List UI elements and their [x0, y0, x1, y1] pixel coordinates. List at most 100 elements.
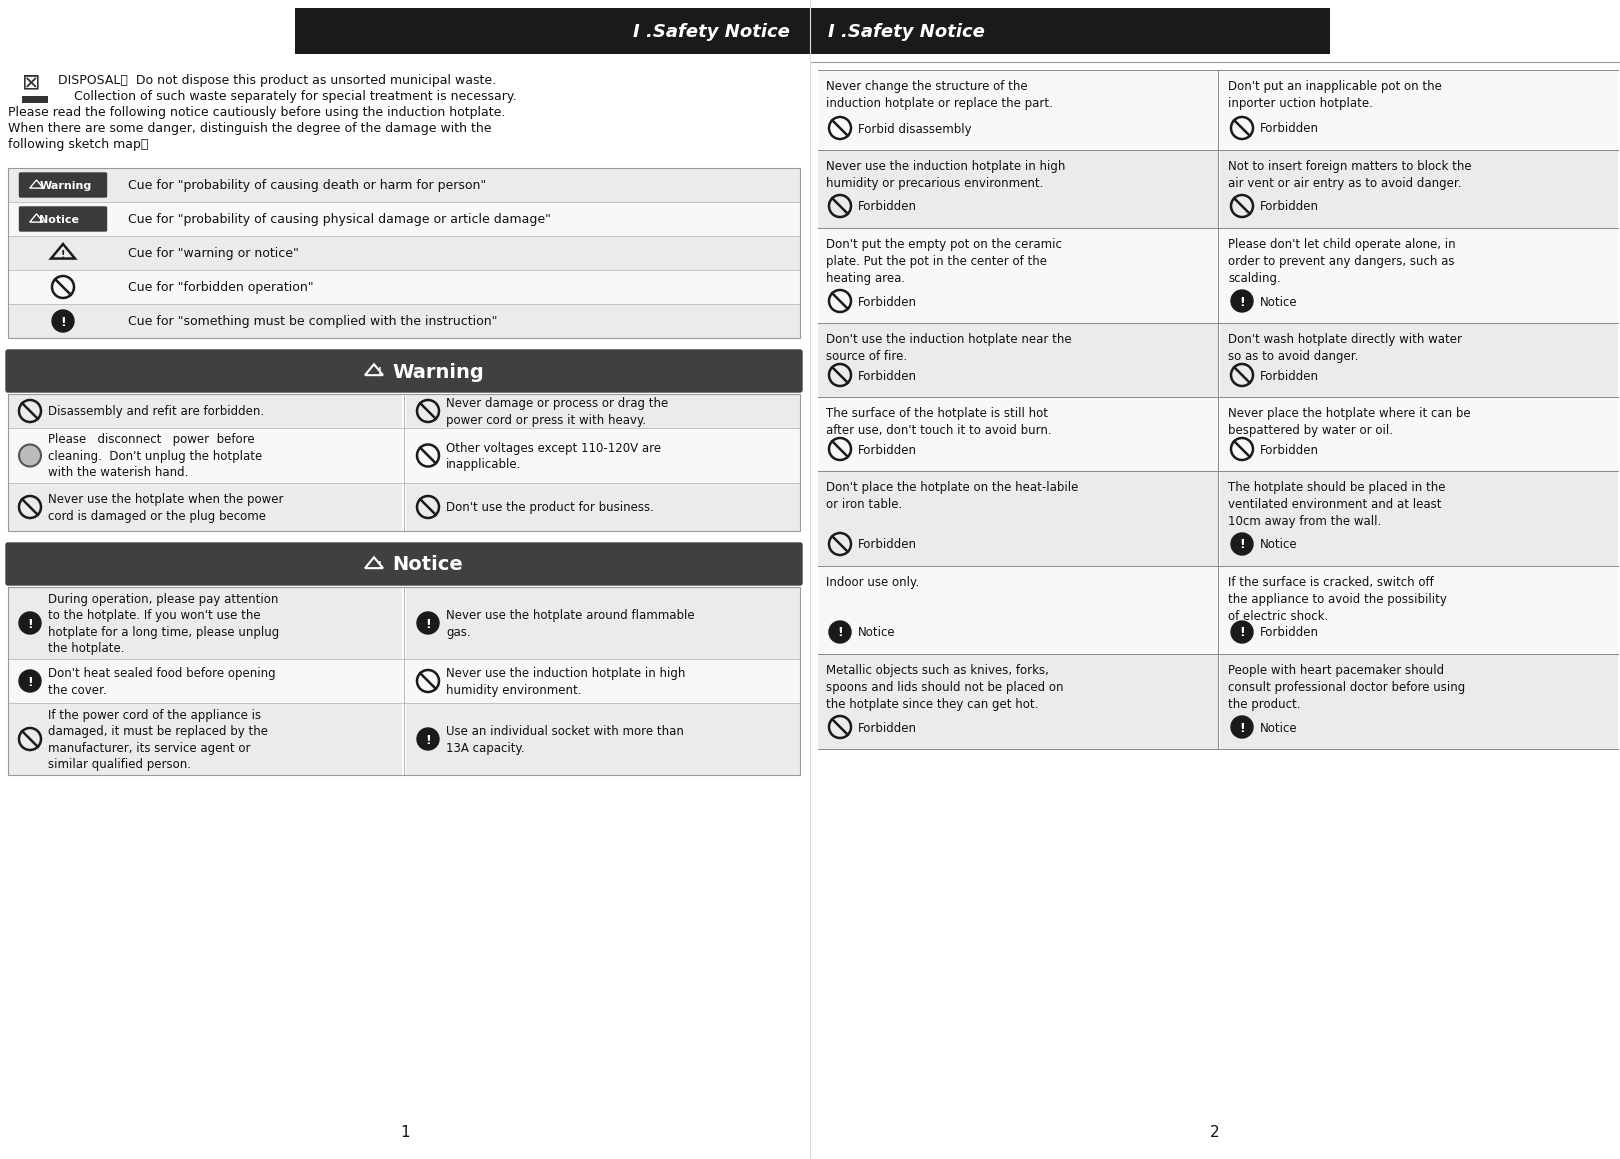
Bar: [407, 659, 800, 704]
Bar: [818, 566, 1218, 654]
Circle shape: [416, 612, 439, 634]
Text: Collection of such waste separately for special treatment is necessary.: Collection of such waste separately for …: [58, 90, 517, 103]
Text: Cue for "forbidden operation": Cue for "forbidden operation": [128, 282, 314, 294]
Bar: [1220, 566, 1618, 654]
Text: !: !: [1239, 722, 1244, 735]
Bar: [1220, 150, 1618, 228]
Bar: [8, 202, 800, 236]
Text: Cue for "warning or notice": Cue for "warning or notice": [128, 248, 298, 261]
Text: Cue for "probability of causing death or harm for person": Cue for "probability of causing death or…: [128, 180, 486, 192]
Bar: [818, 150, 1218, 228]
Text: Warning: Warning: [392, 363, 484, 381]
Text: Never use the induction hotplate in high
humidity environment.: Never use the induction hotplate in high…: [446, 668, 685, 697]
Bar: [407, 704, 800, 775]
Text: Indoor use only.: Indoor use only.: [826, 576, 919, 589]
Text: Use an individual socket with more than
13A capacity.: Use an individual socket with more than …: [446, 726, 684, 755]
Text: !: !: [377, 561, 382, 569]
Bar: [8, 394, 800, 531]
Text: Metallic objects such as knives, forks,
spoons and lids should not be placed on
: Metallic objects such as knives, forks, …: [826, 664, 1063, 710]
Bar: [818, 398, 1218, 471]
Bar: [8, 168, 800, 338]
Bar: [818, 471, 1218, 566]
Text: !: !: [60, 315, 66, 328]
Text: Notice: Notice: [1260, 722, 1298, 735]
Bar: [1220, 70, 1618, 150]
Text: !: !: [424, 618, 431, 630]
Text: Please read the following notice cautiously before using the induction hotplate.: Please read the following notice cautiou…: [8, 105, 505, 119]
Text: Forbidden: Forbidden: [859, 722, 917, 735]
Text: Other voltages except 110-120V are
inapplicable.: Other voltages except 110-120V are inapp…: [446, 442, 661, 472]
Text: Disassembly and refit are forbidden.: Disassembly and refit are forbidden.: [49, 406, 264, 418]
Bar: [8, 304, 800, 338]
Text: Not to insert foreign matters to block the
air vent or air entry as to avoid dan: Not to insert foreign matters to block t…: [1228, 160, 1471, 190]
Text: Never use the hotplate when the power
cord is damaged or the plug become: Never use the hotplate when the power co…: [49, 494, 284, 523]
Text: following sketch map：: following sketch map：: [8, 138, 149, 151]
Text: ⊠: ⊠: [23, 72, 40, 92]
Bar: [1220, 471, 1618, 566]
Text: Don't use the induction hotplate near the
source of fire.: Don't use the induction hotplate near th…: [826, 333, 1071, 363]
Text: Please   disconnect   power  before
cleaning.  Don't unplug the hotplate
with th: Please disconnect power before cleaning.…: [49, 433, 262, 480]
Text: Never use the induction hotplate in high
humidity or precarious environment.: Never use the induction hotplate in high…: [826, 160, 1066, 190]
Bar: [8, 586, 800, 775]
Circle shape: [416, 728, 439, 750]
FancyBboxPatch shape: [19, 173, 107, 197]
Circle shape: [1231, 716, 1252, 738]
Circle shape: [1231, 533, 1252, 555]
Circle shape: [1231, 290, 1252, 312]
Text: I .Safety Notice: I .Safety Notice: [828, 23, 985, 41]
Bar: [295, 8, 810, 54]
Text: If the power cord of the appliance is
damaged, it must be replaced by the
manufa: If the power cord of the appliance is da…: [49, 709, 267, 771]
Bar: [8, 586, 402, 659]
Text: The hotplate should be placed in the
ventilated environment and at least
10cm aw: The hotplate should be placed in the ven…: [1228, 481, 1445, 529]
Text: Notice: Notice: [859, 627, 896, 640]
Text: During operation, please pay attention
to the hotplate. If you won't use the
hot: During operation, please pay attention t…: [49, 592, 279, 655]
Bar: [818, 654, 1218, 749]
Text: !: !: [377, 367, 382, 377]
Text: Don't place the hotplate on the heat-labile
or iron table.: Don't place the hotplate on the heat-lab…: [826, 481, 1079, 511]
Text: Don't put the empty pot on the ceramic
plate. Put the pot in the center of the
h: Don't put the empty pot on the ceramic p…: [826, 238, 1061, 285]
Text: Forbidden: Forbidden: [1260, 201, 1319, 213]
Text: Forbidden: Forbidden: [859, 201, 917, 213]
Text: !: !: [1239, 627, 1244, 640]
Circle shape: [19, 670, 40, 692]
Text: !: !: [28, 676, 32, 688]
Bar: [1220, 323, 1618, 398]
Text: Never use the hotplate around flammable
gas.: Never use the hotplate around flammable …: [446, 610, 695, 639]
Text: Forbid disassembly: Forbid disassembly: [859, 123, 972, 136]
Text: Forbidden: Forbidden: [1260, 370, 1319, 382]
Text: I .Safety Notice: I .Safety Notice: [633, 23, 791, 41]
Text: !: !: [28, 618, 32, 630]
Text: !: !: [1239, 296, 1244, 308]
Text: 1: 1: [400, 1125, 410, 1140]
Text: Don't use the product for business.: Don't use the product for business.: [446, 502, 654, 515]
Text: Forbidden: Forbidden: [859, 296, 917, 308]
Text: Don't put an inapplicable pot on the
inporter uction hotplate.: Don't put an inapplicable pot on the inp…: [1228, 80, 1442, 110]
Bar: [8, 483, 402, 531]
Text: The surface of the hotplate is still hot
after use, don't touch it to avoid burn: The surface of the hotplate is still hot…: [826, 407, 1051, 437]
Bar: [23, 96, 49, 103]
Bar: [1220, 654, 1618, 749]
Bar: [407, 483, 800, 531]
Bar: [818, 70, 1218, 150]
Text: Please don't let child operate alone, in
order to prevent any dangers, such as
s: Please don't let child operate alone, in…: [1228, 238, 1456, 285]
Text: Never change the structure of the
induction hotplate or replace the part.: Never change the structure of the induct…: [826, 80, 1053, 110]
Bar: [8, 394, 402, 428]
Text: Never damage or process or drag the
power cord or press it with heavy.: Never damage or process or drag the powe…: [446, 398, 667, 427]
Text: 2: 2: [1210, 1125, 1220, 1140]
Bar: [8, 270, 800, 304]
Text: If the surface is cracked, switch off
the appliance to avoid the possibility
of : If the surface is cracked, switch off th…: [1228, 576, 1447, 624]
Bar: [810, 8, 1330, 54]
Text: Forbidden: Forbidden: [1260, 627, 1319, 640]
Circle shape: [829, 621, 851, 643]
Text: Cue for "probability of causing physical damage or article damage": Cue for "probability of causing physical…: [128, 213, 551, 226]
Text: DISPOSAL：  Do not dispose this product as unsorted municipal waste.: DISPOSAL： Do not dispose this product as…: [58, 74, 496, 87]
Text: Forbidden: Forbidden: [859, 539, 917, 552]
Text: Don't wash hotplate directly with water
so as to avoid danger.: Don't wash hotplate directly with water …: [1228, 333, 1461, 363]
Text: Forbidden: Forbidden: [1260, 444, 1319, 457]
Bar: [818, 323, 1218, 398]
Text: !: !: [62, 250, 65, 260]
FancyBboxPatch shape: [19, 207, 107, 231]
Text: Forbidden: Forbidden: [859, 444, 917, 457]
FancyBboxPatch shape: [6, 544, 802, 585]
Circle shape: [52, 309, 75, 331]
